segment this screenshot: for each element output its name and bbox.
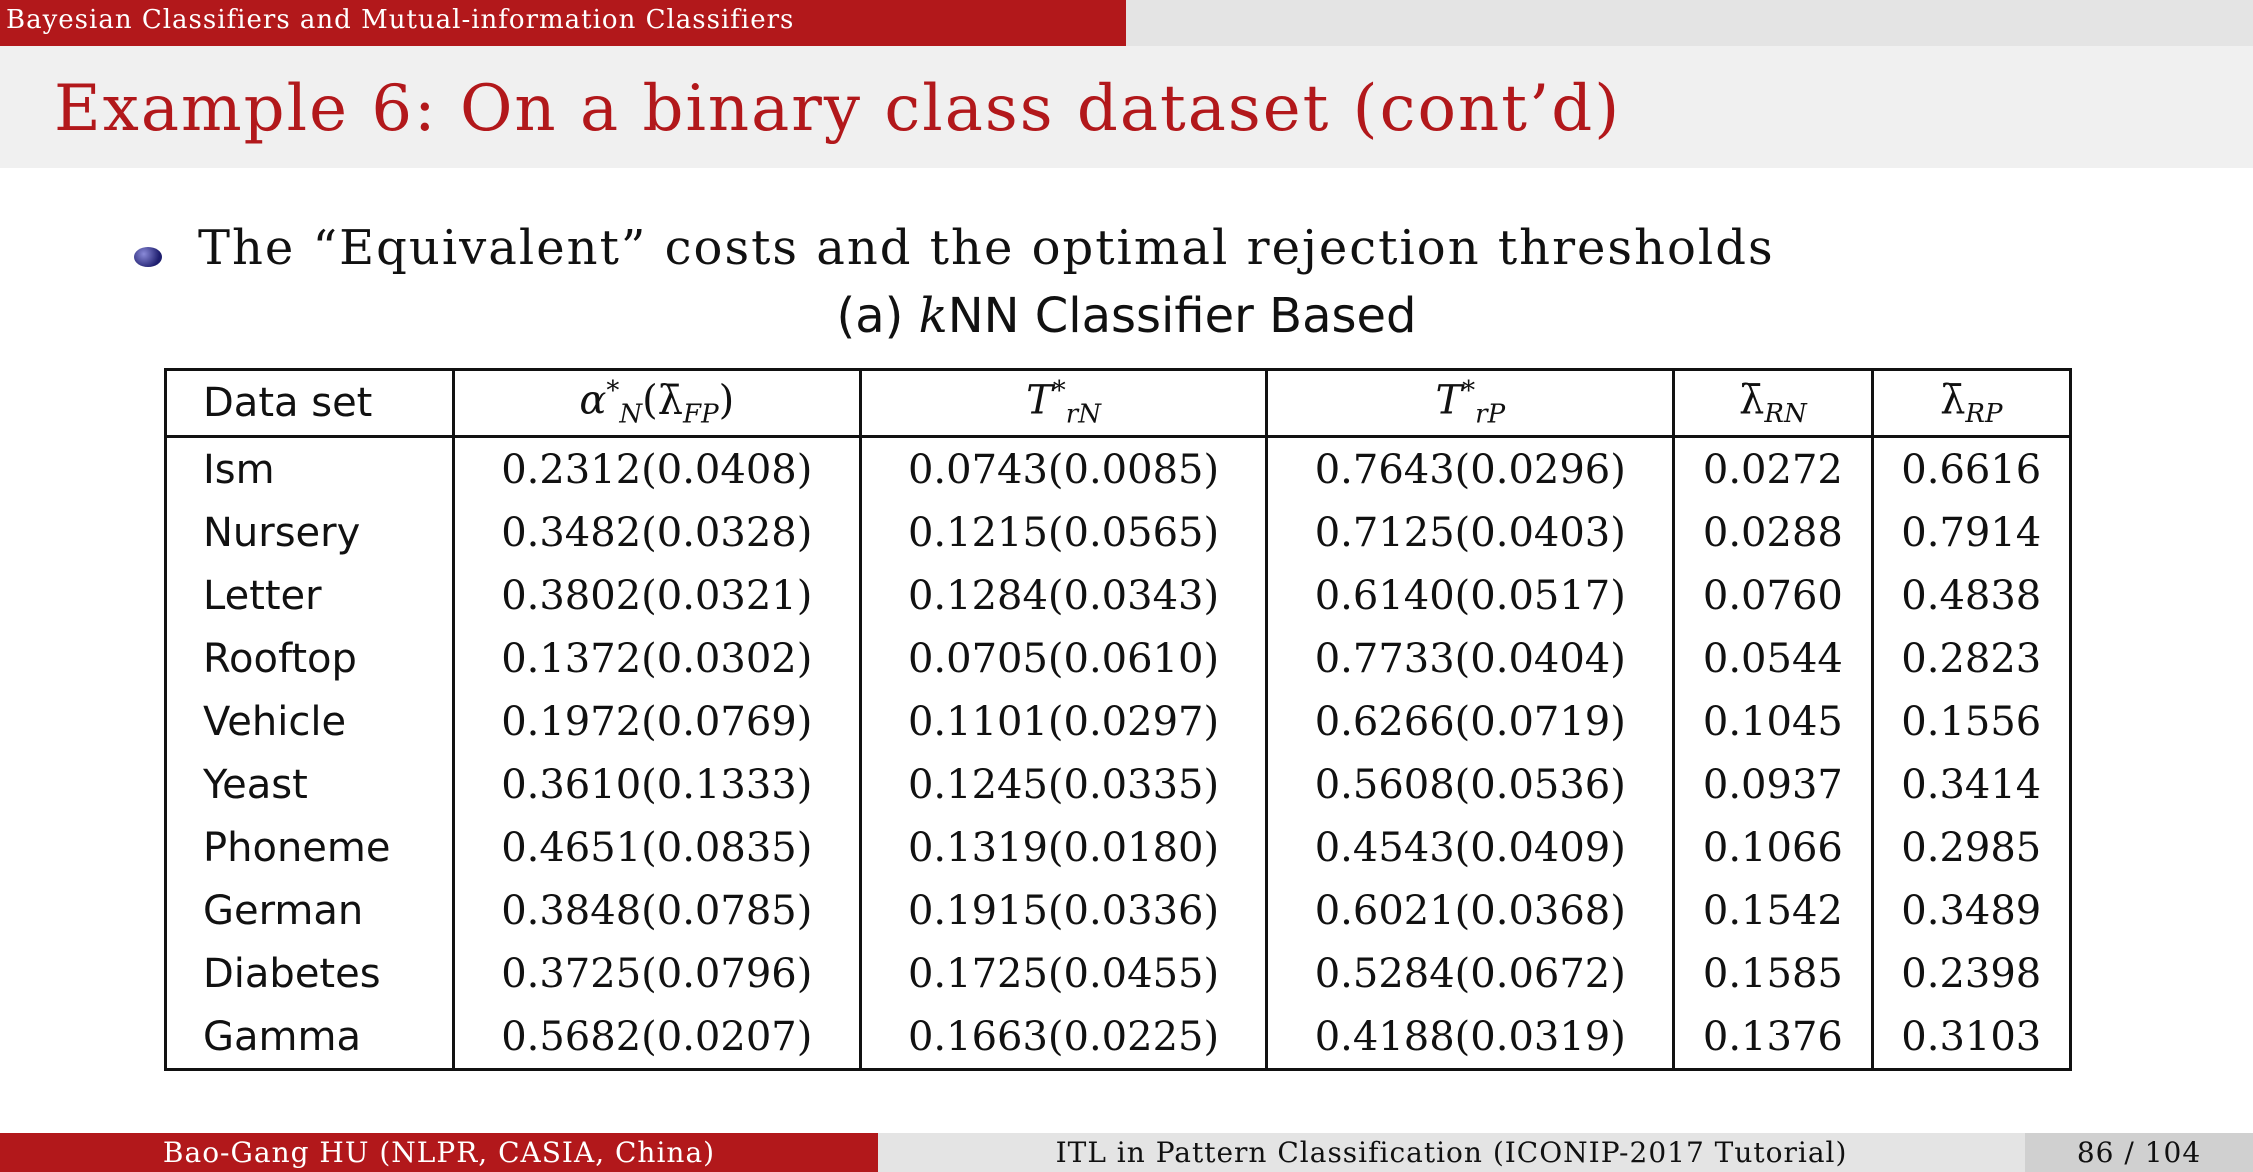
footer-talk-title: ITL in Pattern Classification (ICONIP-20… — [1055, 1136, 1848, 1169]
cell-t-rp: 0.4543(0.0409) — [1265, 816, 1676, 879]
header-lambda-rp: λ̄RP — [1870, 369, 2073, 438]
cell-t-rn: 0.0743(0.0085) — [858, 436, 1269, 501]
cell-lambda-rp: 0.1556 — [1870, 690, 2073, 753]
cell-lambda-rp: 0.7914 — [1870, 501, 2073, 564]
cell-lambda-rn: 0.1542 — [1672, 879, 1874, 942]
table-row: Rooftop 0.1372(0.0302) 0.0705(0.0610) 0.773… — [164, 627, 2073, 690]
cell-alpha-n: 0.4651(0.0835) — [451, 816, 862, 879]
cell-alpha-n: 0.1972(0.0769) — [451, 690, 862, 753]
cell-dataset: Yeast — [164, 753, 455, 816]
header-dataset: Data set — [164, 369, 455, 438]
table-row: Ism 0.2312(0.0408) 0.0743(0.0085) 0.7643(0.… — [164, 436, 2073, 501]
caption-k: k — [918, 288, 948, 344]
cell-t-rp: 0.4188(0.0319) — [1265, 1005, 1676, 1070]
cell-alpha-n: 0.3610(0.1333) — [451, 753, 862, 816]
cell-lambda-rp: 0.2985 — [1870, 816, 2073, 879]
table-row: Phoneme 0.4651(0.0835) 0.1319(0.0180) 0.454… — [164, 816, 2073, 879]
table-header-row: Data set α*N(λ̄FP) T*rN T*rP λ̄RN λ̄RP — [164, 369, 2073, 438]
cell-t-rp: 0.7643(0.0296) — [1265, 436, 1676, 501]
cell-lambda-rn: 0.0544 — [1672, 627, 1874, 690]
cell-t-rn: 0.1284(0.0343) — [858, 564, 1269, 627]
cell-lambda-rn: 0.1045 — [1672, 690, 1874, 753]
cell-dataset: Rooftop — [164, 627, 455, 690]
cell-t-rn: 0.1663(0.0225) — [858, 1005, 1269, 1070]
cell-t-rn: 0.1915(0.0336) — [858, 879, 1269, 942]
cell-lambda-rn: 0.1585 — [1672, 942, 1874, 1005]
slide-title: Example 6: On a binary class dataset (co… — [54, 72, 1622, 146]
header-t-rp: T*rP — [1265, 369, 1676, 438]
cell-t-rp: 0.7125(0.0403) — [1265, 501, 1676, 564]
cell-lambda-rp: 0.2398 — [1870, 942, 2073, 1005]
table-row: Gamma 0.5682(0.0207) 0.1663(0.0225) 0.4188(… — [164, 1005, 2073, 1070]
cell-alpha-n: 0.3482(0.0328) — [451, 501, 862, 564]
cell-alpha-n: 0.1372(0.0302) — [451, 627, 862, 690]
cell-dataset: Gamma — [164, 1005, 455, 1070]
cell-lambda-rp: 0.3103 — [1870, 1005, 2073, 1070]
cell-t-rn: 0.1245(0.0335) — [858, 753, 1269, 816]
cell-lambda-rp: 0.6616 — [1870, 436, 2073, 501]
footer-bar: Bao-Gang HU (NLPR, CASIA, China) ITL in … — [0, 1133, 2253, 1172]
cell-lambda-rn: 0.1066 — [1672, 816, 1874, 879]
cell-alpha-n: 0.5682(0.0207) — [451, 1005, 862, 1070]
cell-alpha-n: 0.3725(0.0796) — [451, 942, 862, 1005]
table-row: Letter 0.3802(0.0321) 0.1284(0.0343) 0.6140… — [164, 564, 2073, 627]
cell-dataset: Ism — [164, 436, 455, 501]
cell-dataset: Letter — [164, 564, 455, 627]
cell-t-rp: 0.6266(0.0719) — [1265, 690, 1676, 753]
table-row: Vehicle 0.1972(0.0769) 0.1101(0.0297) 0.626… — [164, 690, 2073, 753]
cell-t-rp: 0.7733(0.0404) — [1265, 627, 1676, 690]
title-bar: Example 6: On a binary class dataset (co… — [0, 46, 2253, 168]
cell-lambda-rp: 0.4838 — [1870, 564, 2073, 627]
cell-dataset: Diabetes — [164, 942, 455, 1005]
cell-lambda-rp: 0.3414 — [1870, 753, 2073, 816]
cell-alpha-n: 0.3848(0.0785) — [451, 879, 862, 942]
cell-t-rp: 0.6140(0.0517) — [1265, 564, 1676, 627]
cell-t-rp: 0.5608(0.0536) — [1265, 753, 1676, 816]
cell-lambda-rp: 0.3489 — [1870, 879, 2073, 942]
table-row: Diabetes 0.3725(0.0796) 0.1725(0.0455) 0.52… — [164, 942, 2073, 1005]
cell-alpha-n: 0.2312(0.0408) — [451, 436, 862, 501]
table-row: Yeast 0.3610(0.1333) 0.1245(0.0335) 0.5608(… — [164, 753, 2073, 816]
cell-dataset: Nursery — [164, 501, 455, 564]
results-table: Data set α*N(λ̄FP) T*rN T*rP λ̄RN λ̄RP I… — [164, 368, 2073, 1071]
cell-lambda-rp: 0.2823 — [1870, 627, 2073, 690]
top-bar: Bayesian Classifiers and Mutual-informat… — [0, 0, 2253, 46]
cell-lambda-rn: 0.0288 — [1672, 501, 1874, 564]
cell-lambda-rn: 0.1376 — [1672, 1005, 1874, 1070]
cell-dataset: German — [164, 879, 455, 942]
cell-lambda-rn: 0.0937 — [1672, 753, 1874, 816]
cell-lambda-rn: 0.0760 — [1672, 564, 1874, 627]
caption-prefix: (a) — [836, 288, 919, 344]
header-t-rn: T*rN — [858, 369, 1269, 438]
cell-t-rn: 0.0705(0.0610) — [858, 627, 1269, 690]
header-lambda-rn: λ̄RN — [1672, 369, 1874, 438]
header-alpha-n: α*N(λ̄FP) — [451, 369, 862, 438]
footer-author: Bao-Gang HU (NLPR, CASIA, China) — [0, 1133, 878, 1172]
cell-t-rp: 0.5284(0.0672) — [1265, 942, 1676, 1005]
table-caption: (a) kNN Classifier Based — [0, 288, 2253, 344]
cell-dataset: Phoneme — [164, 816, 455, 879]
cell-t-rn: 0.1215(0.0565) — [858, 501, 1269, 564]
cell-dataset: Vehicle — [164, 690, 455, 753]
caption-rest: NN Classifier Based — [947, 288, 1417, 344]
bullet-text: The “Equivalent” costs and the optimal r… — [198, 220, 1775, 276]
cell-t-rn: 0.1101(0.0297) — [858, 690, 1269, 753]
cell-lambda-rn: 0.0272 — [1672, 436, 1874, 501]
cell-t-rp: 0.6021(0.0368) — [1265, 879, 1676, 942]
footer-page-number: 86 / 104 — [2025, 1133, 2253, 1172]
section-title: Bayesian Classifiers and Mutual-informat… — [0, 0, 1126, 46]
cell-alpha-n: 0.3802(0.0321) — [451, 564, 862, 627]
cell-t-rn: 0.1319(0.0180) — [858, 816, 1269, 879]
table-row: German 0.3848(0.0785) 0.1915(0.0336) 0.6021… — [164, 879, 2073, 942]
cell-t-rn: 0.1725(0.0455) — [858, 942, 1269, 1005]
table-row: Nursery 0.3482(0.0328) 0.1215(0.0565) 0.712… — [164, 501, 2073, 564]
bullet-icon — [134, 247, 162, 267]
